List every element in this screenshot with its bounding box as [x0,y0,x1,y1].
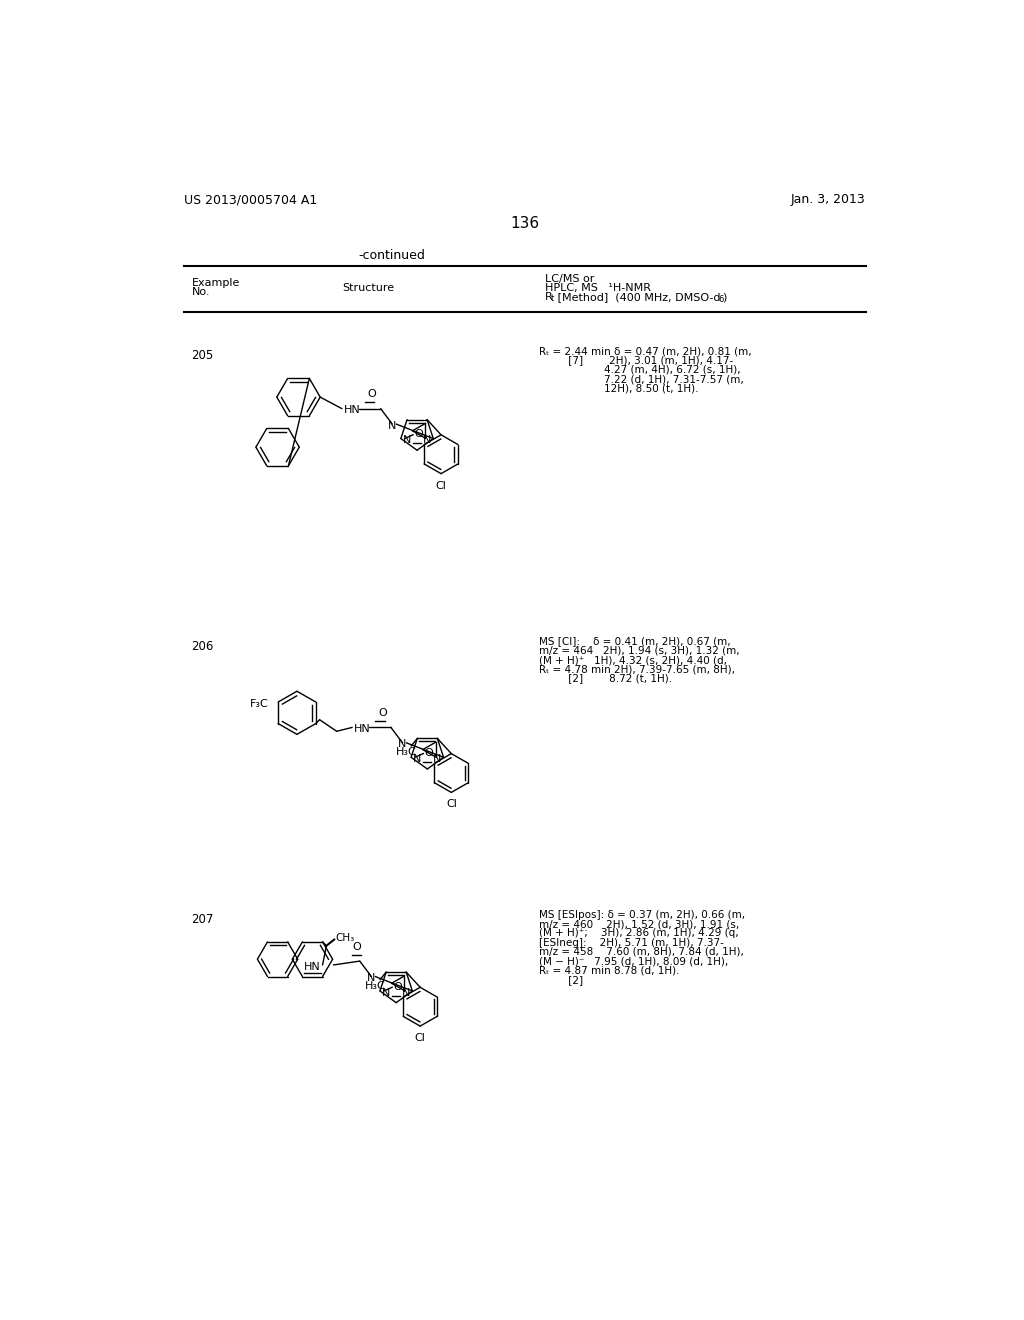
Text: HN: HN [304,961,321,972]
Text: F₃C: F₃C [250,700,269,709]
Text: N: N [423,436,431,445]
Text: O: O [368,389,377,400]
Text: HN: HN [343,405,360,416]
Text: N: N [402,436,412,445]
Text: H₃C: H₃C [396,747,417,758]
Text: m/z = 464   2H), 1.94 (s, 3H), 1.32 (m,: m/z = 464 2H), 1.94 (s, 3H), 1.32 (m, [539,645,739,656]
Text: 6: 6 [719,294,724,304]
Text: CH₃: CH₃ [336,933,355,942]
Text: Cl: Cl [415,1034,426,1043]
Text: m/z = 460    2H), 1.52 (d, 3H), 1.91 (s,: m/z = 460 2H), 1.52 (d, 3H), 1.91 (s, [539,919,739,929]
Text: Cl: Cl [445,800,457,809]
Text: O: O [393,982,402,991]
Text: Jan. 3, 2013: Jan. 3, 2013 [792,193,866,206]
Text: O: O [378,709,387,718]
Text: Rₜ = 2.44 min δ = 0.47 (m, 2H), 0.81 (m,: Rₜ = 2.44 min δ = 0.47 (m, 2H), 0.81 (m, [539,346,752,356]
Text: US 2013/0005704 A1: US 2013/0005704 A1 [183,193,317,206]
Text: HN: HN [353,723,371,734]
Text: N: N [402,987,411,998]
Text: Structure: Structure [342,284,394,293]
Text: O: O [352,942,361,952]
Text: R: R [545,293,553,302]
Text: Rₜ = 4.78 min 2H), 7.39-7.65 (m, 8H),: Rₜ = 4.78 min 2H), 7.39-7.65 (m, 8H), [539,664,735,675]
Text: 4.27 (m, 4H), 6.72 (s, 1H),: 4.27 (m, 4H), 6.72 (s, 1H), [539,364,740,375]
Text: 207: 207 [191,913,214,927]
Text: ): ) [722,293,727,302]
Text: Example: Example [191,277,240,288]
Text: (M + H)⁺;    3H), 2.86 (m, 1H), 4.29 (q,: (M + H)⁺; 3H), 2.86 (m, 1H), 4.29 (q, [539,928,738,939]
Text: 7.22 (d, 1H), 7.31-7.57 (m,: 7.22 (d, 1H), 7.31-7.57 (m, [539,374,743,384]
Text: LC/MS or: LC/MS or [545,275,594,284]
Text: MS [ESIpos]: δ = 0.37 (m, 2H), 0.66 (m,: MS [ESIpos]: δ = 0.37 (m, 2H), 0.66 (m, [539,909,744,920]
Text: N: N [382,987,390,998]
Text: MS [CI]:    δ = 0.41 (m, 2H), 0.67 (m,: MS [CI]: δ = 0.41 (m, 2H), 0.67 (m, [539,636,730,647]
Text: N: N [398,739,407,750]
Text: H₃C: H₃C [365,981,386,991]
Text: Cl: Cl [435,480,446,491]
Text: HPLC, MS   ¹H-NMR: HPLC, MS ¹H-NMR [545,284,651,293]
Text: Rₜ = 4.87 min 8.78 (d, 1H).: Rₜ = 4.87 min 8.78 (d, 1H). [539,965,679,975]
Text: [2]: [2] [539,974,583,985]
Text: N: N [368,973,376,983]
Text: [7]        2H), 3.01 (m, 1H), 4.17-: [7] 2H), 3.01 (m, 1H), 4.17- [539,355,733,366]
Text: N: N [413,754,422,764]
Text: [2]        8.72 (t, 1H).: [2] 8.72 (t, 1H). [539,673,672,684]
Text: (M − H)⁻   7.95 (d, 1H), 8.09 (d, 1H),: (M − H)⁻ 7.95 (d, 1H), 8.09 (d, 1H), [539,956,728,966]
Text: No.: No. [191,286,210,297]
Text: 136: 136 [510,216,540,231]
Text: N: N [433,754,441,764]
Text: [ESIneg]:    2H), 5.71 (m, 1H), 7.37-: [ESIneg]: 2H), 5.71 (m, 1H), 7.37- [539,937,724,948]
Text: 205: 205 [191,350,214,363]
Text: [Method]  (400 MHz, DMSO-d: [Method] (400 MHz, DMSO-d [554,293,721,302]
Text: -continued: -continued [358,249,425,263]
Text: m/z = 458    7.60 (m, 8H), 7.84 (d, 1H),: m/z = 458 7.60 (m, 8H), 7.84 (d, 1H), [539,946,743,957]
Text: 12H), 8.50 (t, 1H).: 12H), 8.50 (t, 1H). [539,383,698,393]
Text: 206: 206 [191,640,214,652]
Text: N: N [388,421,396,430]
Text: t: t [551,294,554,302]
Text: (M + H)⁺   1H), 4.32 (s, 2H), 4.40 (d,: (M + H)⁺ 1H), 4.32 (s, 2H), 4.40 (d, [539,655,727,665]
Text: O: O [425,748,433,758]
Text: O: O [415,429,423,440]
